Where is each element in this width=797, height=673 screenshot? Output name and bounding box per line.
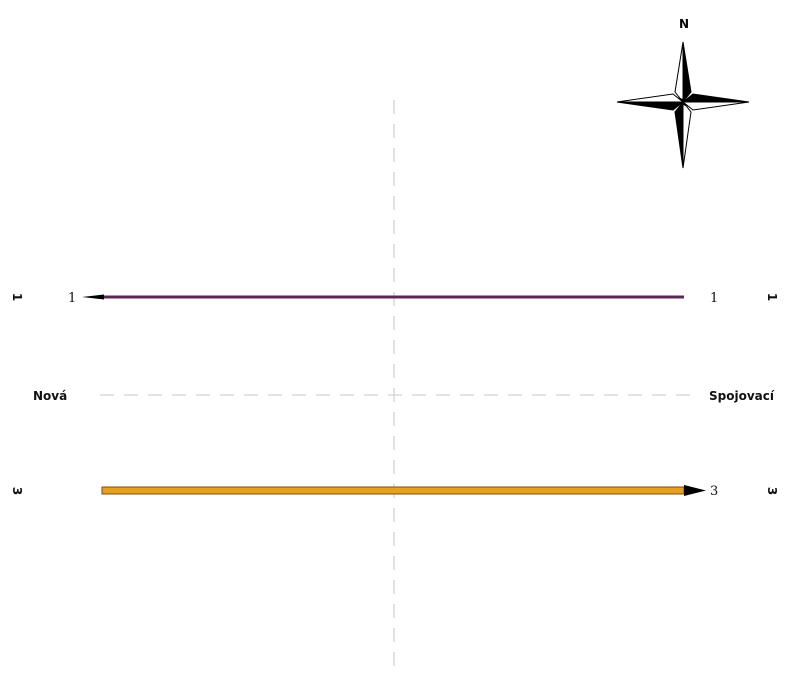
lane-1-label-outer-left: 1 (10, 293, 24, 301)
lane-3[interactable] (101, 485, 706, 496)
lane-3-arrow-head (684, 485, 706, 496)
lane-1-label-outer-right: 1 (765, 293, 779, 301)
lane-3-bar (101, 486, 685, 495)
street-label-left: Nová (33, 389, 67, 403)
compass-rose-icon (616, 41, 750, 169)
lane-1-label-right: 1 (710, 291, 718, 306)
lane-1[interactable] (82, 294, 684, 300)
lane-1-arrow-head (82, 294, 104, 300)
lane-3-label-right: 3 (710, 484, 718, 499)
street-label-right: Spojovací (709, 389, 775, 403)
lane-3-label-outer-right: 3 (765, 487, 779, 495)
lane-3-label-outer-left: 3 (10, 487, 24, 495)
compass-north-label: N (679, 17, 689, 31)
lane-1-label-left: 1 (68, 291, 76, 306)
